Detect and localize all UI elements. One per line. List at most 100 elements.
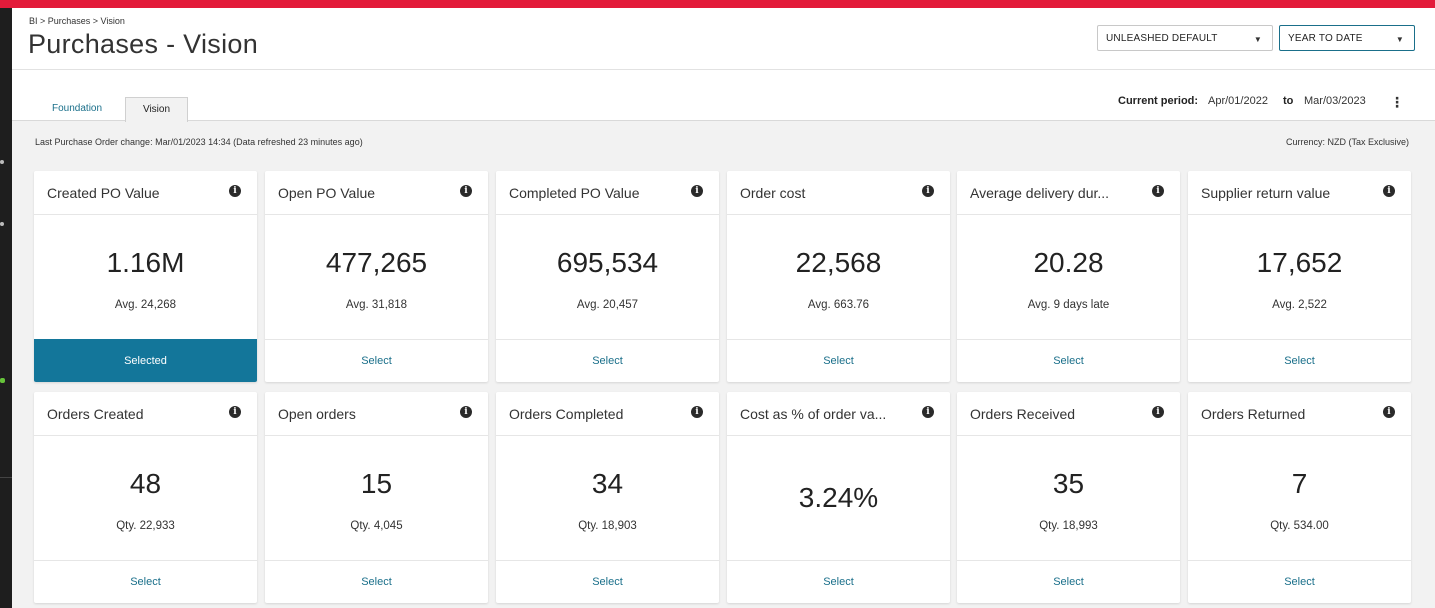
info-icon[interactable]: i	[1152, 406, 1164, 418]
kpi-card[interactable]: Average delivery dur... i 20.28 Avg. 9 days…	[957, 171, 1180, 382]
kpi-card-title: Orders Completed	[509, 406, 624, 422]
select-button[interactable]: Select	[265, 560, 488, 603]
kpi-card-title: Open orders	[278, 406, 356, 422]
kpi-card[interactable]: Orders Created i 48 Qty. 22,933 Select	[34, 392, 257, 603]
select-button[interactable]: Select	[34, 560, 257, 603]
info-icon[interactable]: i	[922, 185, 934, 197]
kpi-card-body: 3.24%	[727, 436, 950, 560]
info-icon[interactable]: i	[1383, 406, 1395, 418]
kpi-card-title: Open PO Value	[278, 185, 376, 201]
kpi-card-body: 15 Qty. 4,045	[265, 436, 488, 560]
kpi-value: 3.24%	[798, 482, 879, 513]
current-period-label: Current period:	[1118, 95, 1199, 107]
view-select[interactable]: UNLEASHED DEFAULT ▼	[1097, 25, 1273, 51]
page-header: BI > Purchases > Vision Purchases - Visi…	[12, 8, 1435, 70]
caret-down-icon: ▼	[1253, 35, 1262, 44]
info-icon[interactable]: i	[1383, 185, 1395, 197]
kpi-subvalue: Avg. 24,268	[114, 299, 177, 311]
period-to[interactable]: Mar/03/2023	[1304, 95, 1366, 107]
kebab-menu-icon[interactable]: ⋮	[1390, 94, 1404, 110]
kpi-card-header: Orders Completed i	[496, 392, 719, 436]
select-button[interactable]: Select	[265, 339, 488, 382]
range-select[interactable]: YEAR TO DATE ▼	[1279, 25, 1415, 51]
info-icon[interactable]: i	[691, 185, 703, 197]
select-button[interactable]: Select	[1188, 339, 1411, 382]
tab-vision[interactable]: Vision	[125, 97, 188, 122]
info-icon[interactable]: i	[229, 406, 241, 418]
kpi-value: 20.28	[1033, 247, 1104, 278]
kpi-subvalue: Qty. 534.00	[1270, 520, 1329, 532]
kpi-value: 695,534	[556, 247, 659, 278]
kpi-card[interactable]: Cost as % of order va... i 3.24% Select	[727, 392, 950, 603]
kpi-card-header: Supplier return value i	[1188, 171, 1411, 215]
kpi-card-header: Order cost i	[727, 171, 950, 215]
kpi-card-title: Orders Created	[47, 406, 144, 422]
info-icon[interactable]: i	[460, 406, 472, 418]
kpi-card-body: 7 Qty. 534.00	[1188, 436, 1411, 560]
tab-foundation[interactable]: Foundation	[52, 103, 103, 114]
kpi-value: 17,652	[1256, 247, 1343, 278]
tab-bar: Foundation Vision Current period: Apr/01…	[12, 70, 1435, 122]
select-button[interactable]: Select	[727, 339, 950, 382]
range-select-value: YEAR TO DATE	[1288, 33, 1363, 44]
kpi-card[interactable]: Open PO Value i 477,265 Avg. 31,818 Select	[265, 171, 488, 382]
kpi-card-title: Supplier return value	[1201, 185, 1331, 201]
kpi-subvalue: Qty. 22,933	[116, 520, 175, 532]
info-icon[interactable]: i	[922, 406, 934, 418]
top-accent-bar	[0, 0, 1435, 8]
last-change-info: Last Purchase Order change: Mar/01/2023 …	[35, 137, 363, 147]
kpi-subvalue: Avg. 663.76	[807, 299, 870, 311]
select-button[interactable]: Select	[727, 560, 950, 603]
search-icon[interactable]	[0, 222, 4, 226]
kpi-card-header: Cost as % of order va... i	[727, 392, 950, 436]
kpi-card-header: Orders Returned i	[1188, 392, 1411, 436]
select-button[interactable]: Select	[1188, 560, 1411, 603]
kpi-card-body: 22,568 Avg. 663.76	[727, 215, 950, 339]
breadcrumb[interactable]: BI > Purchases > Vision	[29, 16, 125, 26]
kpi-subvalue: Avg. 20,457	[576, 299, 639, 311]
kpi-card-title: Completed PO Value	[509, 185, 640, 201]
kpi-card-body: 35 Qty. 18,993	[957, 436, 1180, 560]
left-nav-rail[interactable]	[0, 8, 12, 608]
period-from[interactable]: Apr/01/2022	[1208, 95, 1268, 107]
kpi-card[interactable]: Created PO Value i 1.16M Avg. 24,268 Selecte…	[34, 171, 257, 382]
info-icon[interactable]: i	[691, 406, 703, 418]
kpi-card[interactable]: Completed PO Value i 695,534 Avg. 20,457 Sel…	[496, 171, 719, 382]
kpi-card-header: Completed PO Value i	[496, 171, 719, 215]
kpi-card-header: Open PO Value i	[265, 171, 488, 215]
kpi-card-body: 20.28 Avg. 9 days late	[957, 215, 1180, 339]
page-title: Purchases - Vision	[28, 29, 259, 59]
kpi-value: 7	[1291, 468, 1308, 499]
nav-divider	[0, 477, 12, 478]
kpi-value: 22,568	[795, 247, 882, 278]
currency-info: Currency: NZD (Tax Exclusive)	[1285, 137, 1409, 147]
kpi-card[interactable]: Orders Completed i 34 Qty. 18,903 Select	[496, 392, 719, 603]
kpi-card-header: Orders Received i	[957, 392, 1180, 436]
kpi-card[interactable]: Open orders i 15 Qty. 4,045 Select	[265, 392, 488, 603]
nav-icon[interactable]	[0, 160, 4, 164]
kpi-card-title: Created PO Value	[47, 185, 160, 201]
select-button[interactable]: Select	[496, 560, 719, 603]
info-icon[interactable]: i	[229, 185, 241, 197]
kpi-value: 48	[129, 468, 162, 499]
select-button[interactable]: Select	[957, 339, 1180, 382]
kpi-card[interactable]: Supplier return value i 17,652 Avg. 2,522 Se…	[1188, 171, 1411, 382]
info-icon[interactable]: i	[460, 185, 472, 197]
kpi-card-title: Cost as % of order va...	[740, 406, 887, 422]
selected-button[interactable]: Selected	[34, 339, 257, 382]
kpi-card[interactable]: Orders Received i 35 Qty. 18,993 Select	[957, 392, 1180, 603]
kpi-subvalue: Qty. 18,903	[578, 520, 637, 532]
kpi-value: 1.16M	[106, 247, 185, 278]
view-select-value: UNLEASHED DEFAULT	[1106, 33, 1218, 44]
select-button[interactable]: Select	[957, 560, 1180, 603]
kpi-card[interactable]: Order cost i 22,568 Avg. 663.76 Select	[727, 171, 950, 382]
info-icon[interactable]: i	[1152, 185, 1164, 197]
kpi-card-body: 477,265 Avg. 31,818	[265, 215, 488, 339]
kpi-card-title: Average delivery dur...	[970, 185, 1110, 201]
select-button[interactable]: Select	[496, 339, 719, 382]
kpi-card-title: Orders Received	[970, 406, 1076, 422]
kpi-card[interactable]: Orders Returned i 7 Qty. 534.00 Select	[1188, 392, 1411, 603]
kpi-value: 477,265	[325, 247, 428, 278]
kpi-card-title: Orders Returned	[1201, 406, 1306, 422]
caret-down-icon: ▼	[1395, 35, 1404, 44]
